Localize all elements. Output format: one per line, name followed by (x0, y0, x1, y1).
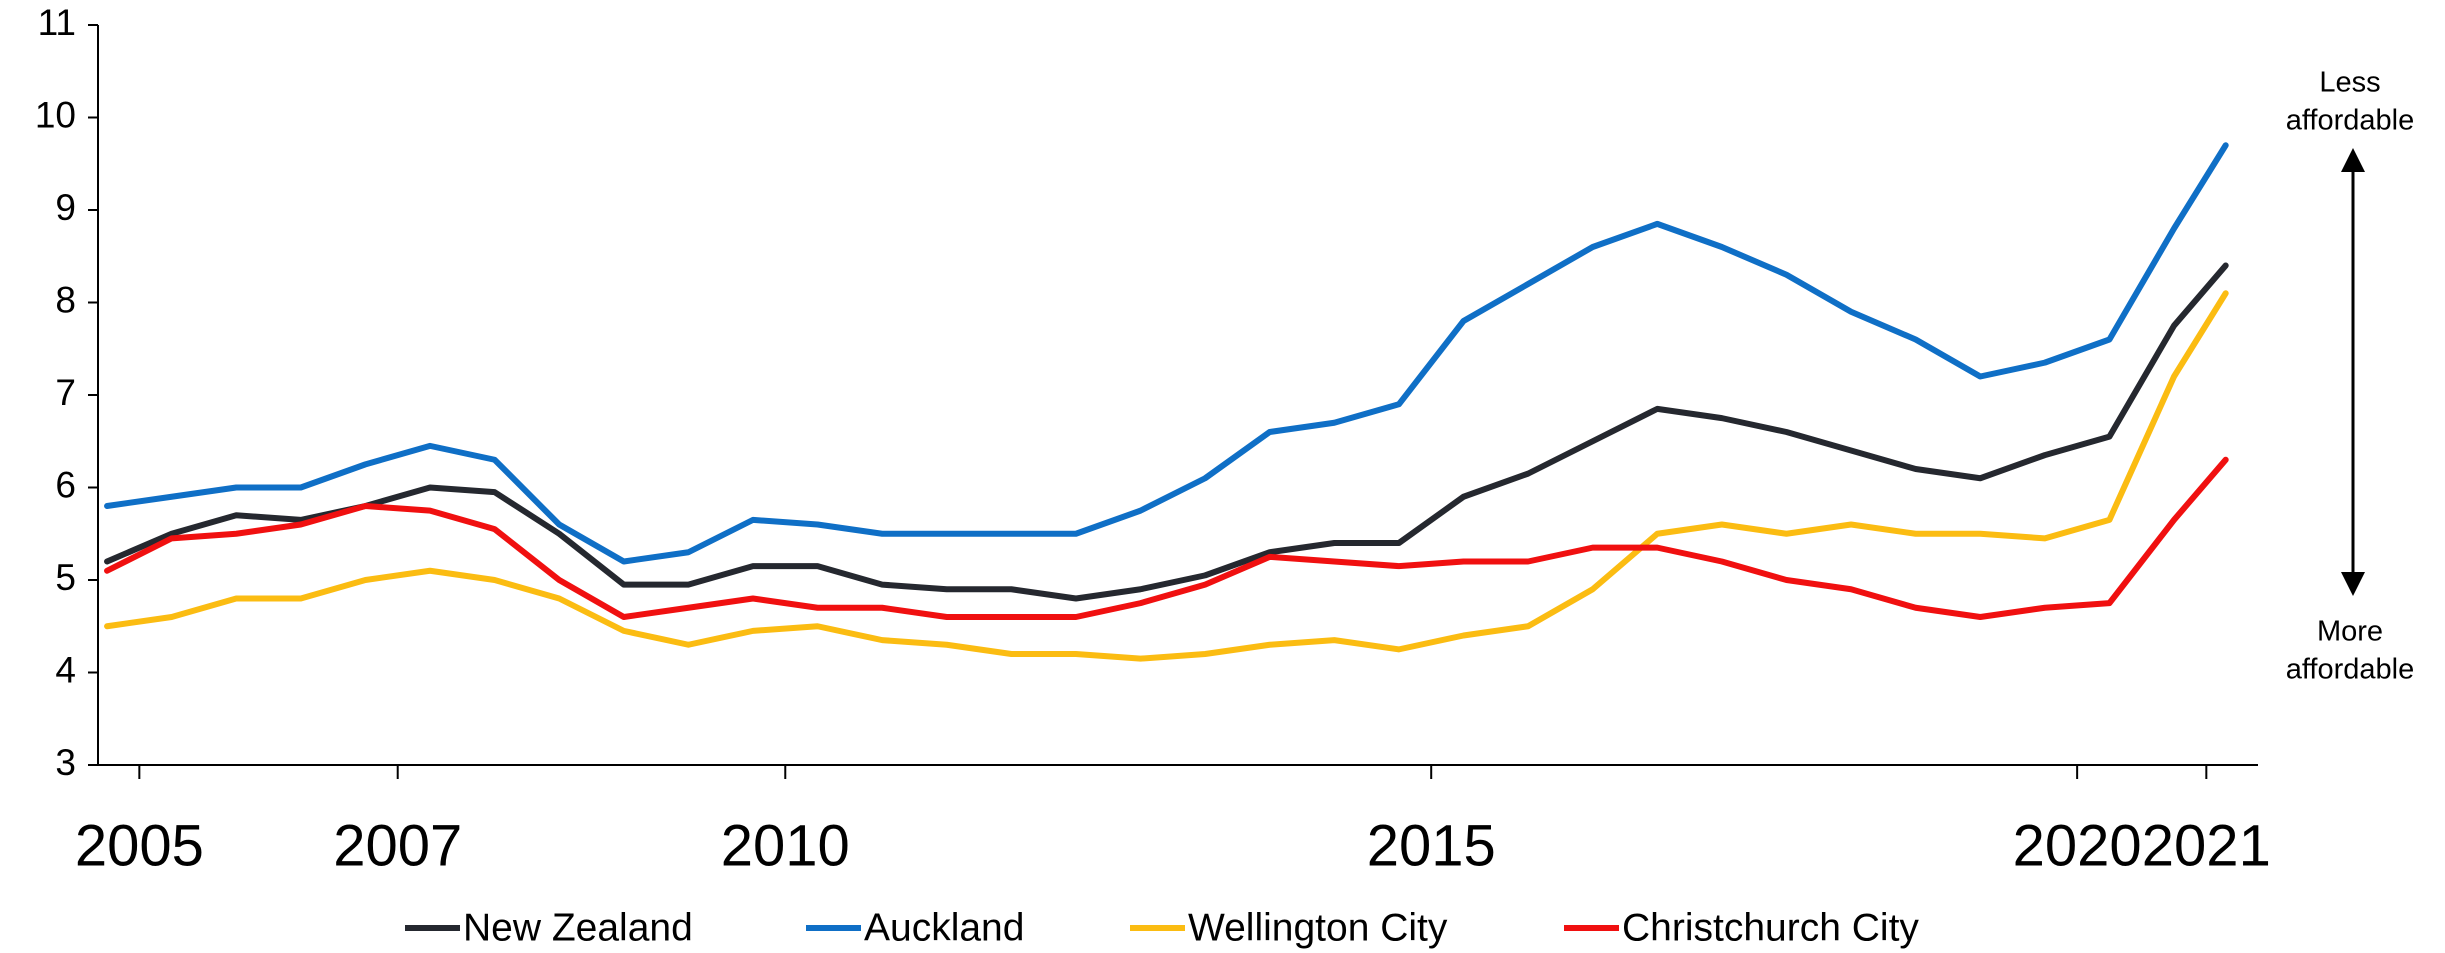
y-tick-label: 10 (35, 94, 76, 135)
legend-label: Auckland (864, 906, 1024, 949)
legend-label: New Zealand (463, 906, 693, 949)
x-tick-label: 2005 (75, 813, 204, 878)
series-line (104, 262, 2229, 602)
series-line (104, 142, 2229, 565)
y-tick-label: 7 (55, 372, 76, 413)
y-tick-label: 6 (55, 464, 76, 505)
legend-label: Wellington City (1188, 906, 1448, 949)
x-tick-label: 2007 (333, 813, 462, 878)
annotation: affordable (2286, 105, 2414, 137)
annotation: affordable (2286, 654, 2414, 686)
y-tick-label: 8 (55, 279, 76, 320)
y-tick-label: 5 (55, 557, 76, 598)
y-tick-label: 4 (55, 649, 76, 690)
x-tick-label: 2021 (2142, 813, 2271, 878)
annotation: More (2317, 616, 2383, 648)
y-tick-label: 3 (55, 742, 76, 783)
x-tick-label: 2015 (1367, 813, 1496, 878)
annotation: Less (2319, 67, 2380, 99)
x-tick-label: 2010 (721, 813, 850, 878)
series-line (104, 290, 2229, 662)
legend-label: Christchurch City (1622, 906, 1919, 949)
y-tick-label: 11 (38, 2, 76, 43)
series-line (104, 456, 2229, 620)
y-tick-label: 9 (55, 187, 76, 228)
x-tick-label: 2020 (2013, 813, 2142, 878)
